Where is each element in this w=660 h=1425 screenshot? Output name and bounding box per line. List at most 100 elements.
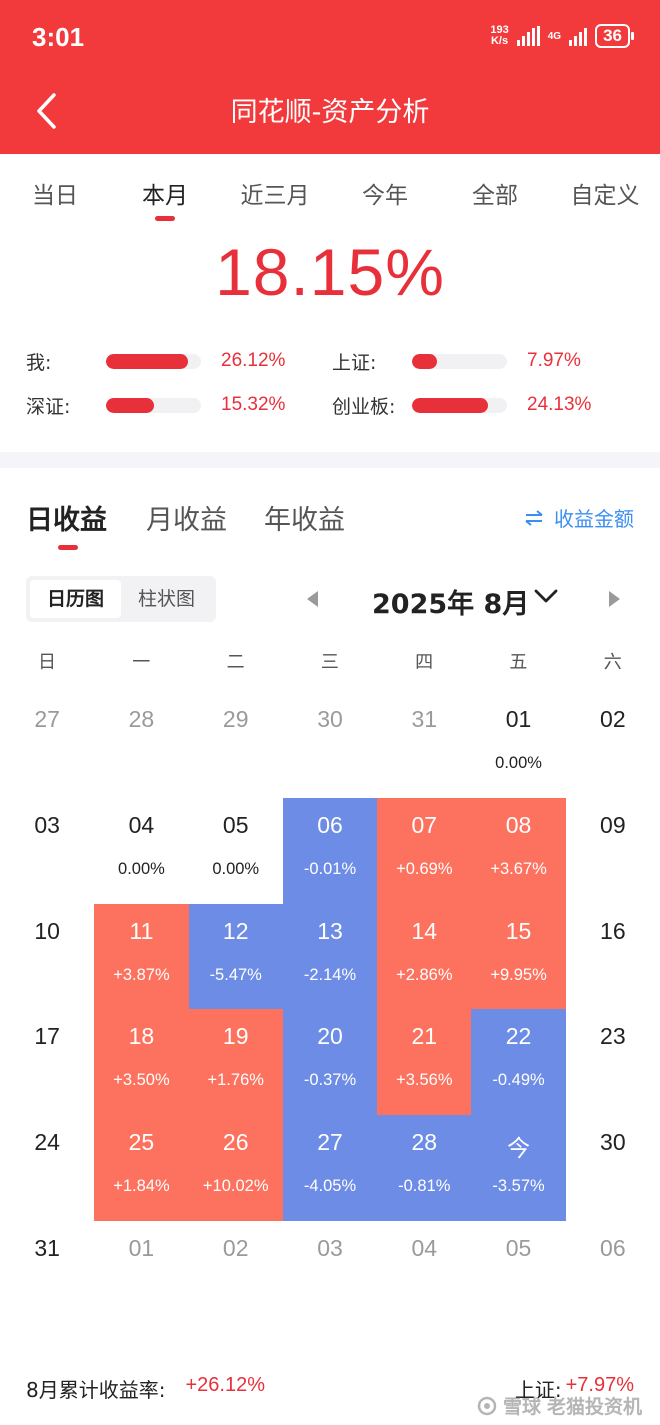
watermark-brand: 雪球 [502,1396,541,1418]
calendar-day-cell[interactable]: 30 [283,692,377,798]
page-title: 同花顺-资产分析 [230,97,430,128]
tab-indicator [58,545,78,550]
net-speed: 193 K/s [490,25,508,47]
calendar-day-cell[interactable]: 02 [566,692,660,798]
calendar-day-number: 22 [505,1023,532,1050]
calendar-day-cell[interactable]: 09 [566,798,660,904]
tab-monthly-income[interactable]: 月收益 [146,505,227,536]
calendar-day-number: 03 [34,811,60,838]
calendar-day-number: 12 [222,917,249,944]
calendar-day-cell[interactable]: 17 [0,1009,94,1115]
calendar-day-cell[interactable]: 21 +3.56% [377,1009,472,1116]
calendar-day-return: -5.47% [209,965,262,984]
index-label: 上证: [514,1378,562,1402]
calendar-day-cell[interactable]: 24 [0,1115,94,1221]
month-label[interactable]: 2025年 8月 [372,589,530,620]
comparison-label: 上证: [332,351,377,374]
calendar-day-number: 11 [129,917,154,944]
calendar-day-cell[interactable]: 03 [0,798,94,904]
calendar-day-return: 0.00% [118,859,165,878]
tab-period-0[interactable]: 当日 [32,183,78,209]
calendar-day-number: 15 [505,917,532,944]
calendar-day-cell[interactable]: 31 [0,1221,94,1327]
calendar-day-cell[interactable]: 06 [566,1221,660,1327]
tab-yearly-income[interactable]: 年收益 [264,505,345,536]
cumulative-label: 8月累计收益率: [26,1378,166,1402]
calendar-day-cell[interactable]: 06 -0.01% [282,797,378,904]
amount-toggle-button[interactable]: 收益金额 [524,503,634,532]
tab-period-3[interactable]: 今年 [362,183,408,209]
calendar-day-return: -0.49% [492,1071,545,1090]
calendar-day-cell[interactable]: 08 +3.67% [471,797,566,904]
calendar-day-cell[interactable]: 12 -5.47% [188,903,283,1010]
calendar-day-cell[interactable]: 16 [566,904,660,1010]
calendar-day-cell[interactable]: 18 +3.50% [94,1009,189,1116]
net-speed-value: 193 [490,24,509,36]
calendar-day-cell[interactable]: 01 [94,1221,188,1327]
calendar-day-number: 17 [34,1023,60,1050]
next-month-button[interactable] [608,590,622,612]
view-toggle: 日历图 柱状图 [26,576,216,622]
calendar-day-cell[interactable]: 23 [566,1009,660,1115]
tab-daily-income[interactable]: 日收益 [26,505,107,536]
calendar-day-number: 06 [600,1235,626,1261]
calendar-day-cell[interactable]: 05 0.00% [189,798,283,904]
calendar-day-cell[interactable]: 26 +10.02% [188,1115,283,1221]
cumulative-value: +26.12% [185,1374,265,1396]
comparison-shanghai: 上证: 7.97% [332,346,581,376]
calendar-day-cell[interactable]: 14 +2.86% [377,903,472,1010]
calendar-day-number: 27 [34,706,60,732]
calendar-day-cell[interactable]: 20 -0.37% [282,1009,378,1116]
signal-1-icon [516,26,540,46]
view-calendar[interactable]: 日历图 [30,580,121,618]
back-button[interactable] [26,88,66,134]
calendar-day-cell[interactable]: 28 -0.81% [377,1115,472,1221]
calendar-day-cell[interactable]: 今 -3.57% [471,1115,566,1221]
calendar-day-return: -2.14% [303,965,357,984]
calendar-day-cell[interactable]: 03 [283,1221,377,1327]
calendar-day-number: 02 [222,1235,249,1261]
comparison-value: 15.32% [221,394,286,415]
weekday-label: 五 [509,652,528,673]
calendar-day-cell[interactable]: 27 [0,692,94,798]
comparison-label: 创业板: [332,395,396,418]
status-time: 3:01 [32,22,85,52]
calendar-day-cell[interactable]: 22 -0.49% [471,1009,566,1116]
view-bar-chart[interactable]: 柱状图 [137,588,195,610]
snowball-logo-icon [477,1396,497,1415]
signal-2-icon [569,26,588,46]
calendar-day-cell[interactable]: 13 -2.14% [282,903,378,1010]
weekday-label: 三 [320,652,339,673]
calendar-day-number: 今 [507,1135,531,1162]
comparison-bar-fill [412,353,437,369]
tab-period-4[interactable]: 全部 [472,183,518,209]
calendar-day-cell[interactable]: 04 [377,1221,471,1327]
calendar-day-cell[interactable]: 28 [94,692,188,798]
calendar-day-number: 25 [128,1129,155,1156]
calendar-day-cell[interactable]: 27 -4.05% [282,1115,378,1221]
chevron-left-icon [37,93,56,129]
calendar-day-number: 18 [128,1023,155,1050]
tab-period-1[interactable]: 本月 [110,154,220,232]
calendar-day-cell[interactable]: 11 +3.87% [94,903,189,1010]
chevron-down-icon [534,589,558,603]
tab-period-2[interactable]: 近三月 [240,183,310,209]
calendar-day-cell[interactable]: 02 [189,1221,283,1327]
calendar-day-cell[interactable]: 10 [0,904,94,1010]
calendar-day-cell[interactable]: 29 [189,692,283,798]
calendar-day-cell[interactable]: 01 0.00% [471,692,565,798]
calendar-day-return: +9.95% [490,965,547,984]
calendar-day-cell[interactable]: 31 [377,692,471,798]
calendar-day-cell[interactable]: 19 +1.76% [188,1009,283,1116]
prev-month-button[interactable] [305,590,319,612]
calendar-day-cell[interactable]: 30 [566,1115,660,1221]
calendar-day-cell[interactable]: 07 +0.69% [377,797,472,904]
calendar-day-cell[interactable]: 05 [471,1221,565,1327]
calendar-day-cell[interactable]: 04 0.00% [94,798,188,904]
calendar-day-number: 13 [317,917,343,944]
calendar-day-cell[interactable]: 15 +9.95% [471,903,566,1010]
calendar-day-cell[interactable]: 25 +1.84% [94,1115,189,1221]
month-dropdown-button[interactable] [534,588,558,608]
calendar-day-number: 27 [317,1129,343,1156]
tab-period-5[interactable]: 自定义 [570,183,640,209]
